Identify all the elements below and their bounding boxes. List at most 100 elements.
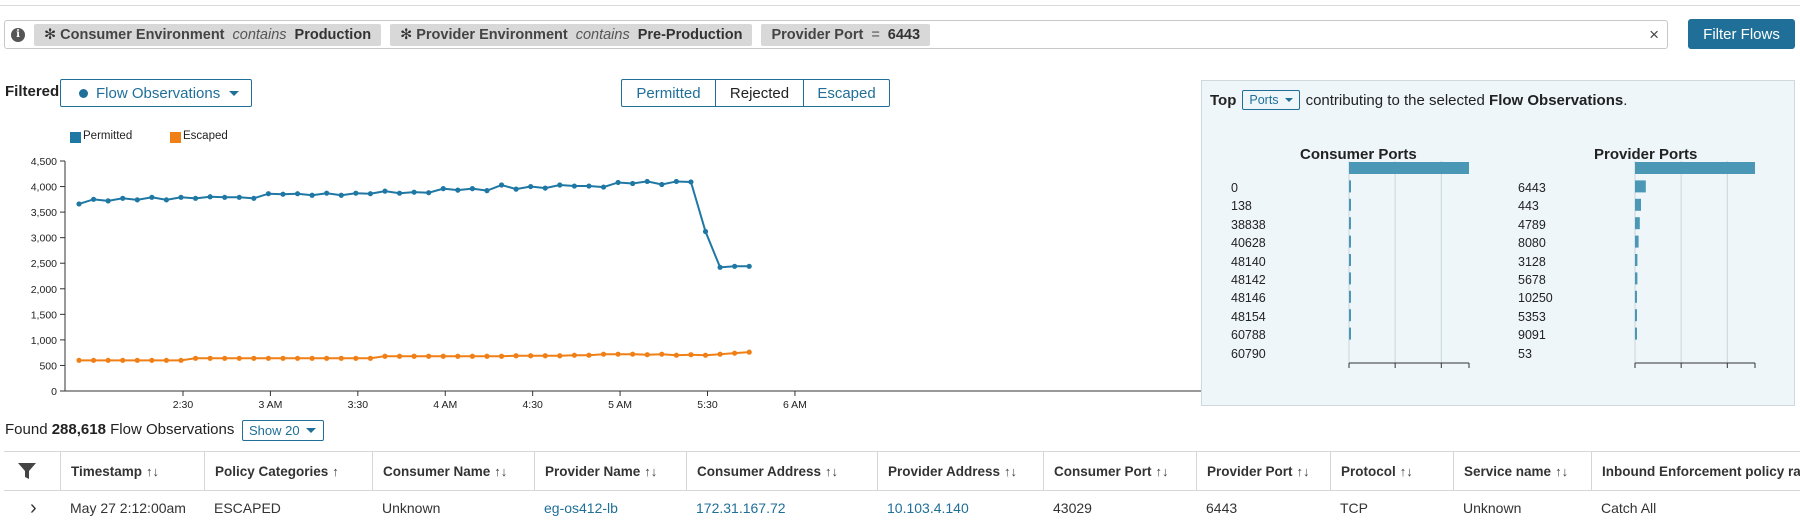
- data-point-escaped[interactable]: [324, 355, 330, 361]
- data-point-escaped[interactable]: [222, 355, 228, 361]
- data-point-escaped[interactable]: [630, 351, 636, 357]
- data-point-permitted[interactable]: [746, 263, 752, 269]
- data-point-escaped[interactable]: [236, 355, 242, 361]
- provider-port-bar[interactable]: [1635, 198, 1641, 211]
- column-header-consumer-port[interactable]: Consumer Port ↑↓: [1043, 452, 1169, 490]
- column-header-policy-categories[interactable]: Policy Categories ↑: [204, 452, 339, 490]
- sort-icon[interactable]: ↑↓: [1004, 463, 1018, 479]
- data-point-escaped[interactable]: [615, 351, 621, 357]
- data-point-permitted[interactable]: [586, 183, 592, 189]
- data-point-escaped[interactable]: [644, 352, 650, 358]
- consumer-port-bar[interactable]: [1349, 198, 1351, 211]
- consumer-port-bar[interactable]: [1349, 254, 1351, 266]
- consumer-port-bar[interactable]: [1349, 162, 1469, 174]
- data-point-permitted[interactable]: [688, 179, 694, 185]
- filter-funnel-icon[interactable]: [4, 452, 50, 490]
- data-point-escaped[interactable]: [120, 357, 126, 363]
- data-point-escaped[interactable]: [207, 355, 213, 361]
- filter-flows-button[interactable]: Filter Flows: [1688, 19, 1795, 49]
- data-point-escaped[interactable]: [542, 353, 548, 359]
- data-point-permitted[interactable]: [469, 186, 475, 192]
- data-point-permitted[interactable]: [411, 189, 417, 195]
- provider-port-bar[interactable]: [1635, 290, 1637, 303]
- provider-port-bar[interactable]: [1635, 162, 1755, 174]
- data-point-permitted[interactable]: [222, 194, 228, 200]
- sort-icon[interactable]: ↑↓: [1555, 463, 1569, 479]
- consumer-port-bar[interactable]: [1349, 272, 1351, 285]
- column-header-provider-name[interactable]: Provider Name ↑↓: [534, 452, 657, 490]
- data-point-escaped[interactable]: [192, 355, 199, 361]
- column-header-service-name[interactable]: Service name ↑↓: [1453, 452, 1568, 490]
- data-point-escaped[interactable]: [149, 357, 155, 363]
- consumer-port-bar[interactable]: [1349, 217, 1351, 230]
- column-header-consumer-name[interactable]: Consumer Name ↑↓: [372, 452, 507, 490]
- cell-provider-address[interactable]: 10.103.4.140: [887, 500, 969, 516]
- provider-port-bar[interactable]: [1635, 272, 1638, 285]
- provider-port-bar[interactable]: [1635, 217, 1640, 230]
- legend-escaped[interactable]: Escaped: [170, 128, 228, 143]
- data-point-permitted[interactable]: [440, 186, 446, 192]
- data-point-permitted[interactable]: [571, 183, 577, 189]
- data-point-escaped[interactable]: [105, 357, 111, 363]
- data-point-escaped[interactable]: [367, 355, 373, 361]
- data-point-permitted[interactable]: [236, 194, 242, 200]
- data-point-escaped[interactable]: [469, 353, 475, 359]
- data-point-escaped[interactable]: [688, 352, 694, 358]
- data-point-escaped[interactable]: [528, 353, 534, 359]
- data-point-permitted[interactable]: [659, 181, 665, 188]
- data-point-permitted[interactable]: [426, 190, 432, 196]
- data-point-escaped[interactable]: [353, 355, 359, 361]
- data-point-permitted[interactable]: [600, 184, 607, 190]
- data-point-permitted[interactable]: [455, 187, 461, 193]
- provider-port-bar[interactable]: [1635, 180, 1646, 193]
- data-point-escaped[interactable]: [717, 351, 723, 357]
- table-row[interactable]: › May 27 2:12:00am ESCAPED Unknown eg-os412-…: [4, 491, 1800, 525]
- data-point-escaped[interactable]: [280, 355, 286, 361]
- data-point-permitted[interactable]: [134, 197, 140, 203]
- data-point-permitted[interactable]: [498, 182, 505, 188]
- expand-row-icon[interactable]: ›: [30, 496, 37, 519]
- data-point-permitted[interactable]: [717, 264, 723, 270]
- data-point-permitted[interactable]: [251, 195, 257, 201]
- data-point-permitted[interactable]: [207, 194, 213, 200]
- data-point-permitted[interactable]: [280, 191, 286, 197]
- sort-icon[interactable]: ↑↓: [1399, 463, 1413, 479]
- sort-icon[interactable]: ↑↓: [825, 463, 839, 479]
- data-point-permitted[interactable]: [120, 195, 126, 201]
- consumer-port-bar[interactable]: [1349, 180, 1351, 193]
- sort-icon[interactable]: ↑↓: [1296, 463, 1310, 479]
- data-point-escaped[interactable]: [309, 355, 315, 361]
- data-point-escaped[interactable]: [484, 353, 490, 359]
- column-header-protocol[interactable]: Protocol ↑↓: [1330, 452, 1413, 490]
- data-point-permitted[interactable]: [178, 194, 184, 200]
- segment-rejected[interactable]: Rejected: [715, 79, 804, 107]
- data-point-escaped[interactable]: [382, 353, 388, 359]
- data-point-escaped[interactable]: [586, 352, 592, 358]
- segment-permitted[interactable]: Permitted: [621, 79, 716, 107]
- column-header-inbound-enforcement-policy-rank[interactable]: Inbound Enforcement policy rank: [1591, 452, 1800, 490]
- data-point-permitted[interactable]: [484, 188, 490, 194]
- data-point-permitted[interactable]: [513, 186, 519, 192]
- cell-consumer-address[interactable]: 172.31.167.72: [696, 500, 786, 516]
- cell-provider-name[interactable]: eg-os412-lb: [544, 500, 618, 516]
- data-point-permitted[interactable]: [528, 183, 534, 190]
- ports-dropdown[interactable]: Ports: [1242, 90, 1300, 110]
- data-point-escaped[interactable]: [746, 349, 752, 355]
- observations-dropdown[interactable]: Flow Observations: [60, 79, 252, 107]
- data-point-escaped[interactable]: [90, 357, 97, 363]
- data-point-permitted[interactable]: [732, 263, 738, 269]
- column-header-provider-address[interactable]: Provider Address ↑↓: [877, 452, 1017, 490]
- segment-escaped[interactable]: Escaped: [803, 79, 890, 107]
- data-point-permitted[interactable]: [396, 190, 403, 196]
- data-point-escaped[interactable]: [702, 352, 709, 358]
- data-point-permitted[interactable]: [615, 179, 621, 186]
- data-point-permitted[interactable]: [324, 190, 330, 196]
- clear-filters-icon[interactable]: ×: [1649, 25, 1659, 44]
- data-point-escaped[interactable]: [571, 352, 577, 358]
- data-point-permitted[interactable]: [630, 180, 636, 187]
- data-point-escaped[interactable]: [732, 350, 738, 356]
- data-point-escaped[interactable]: [163, 357, 170, 363]
- consumer-port-bar[interactable]: [1349, 327, 1351, 340]
- filter-chip-provider-port[interactable]: Provider Port = 6443: [761, 23, 931, 46]
- data-point-escaped[interactable]: [134, 357, 140, 363]
